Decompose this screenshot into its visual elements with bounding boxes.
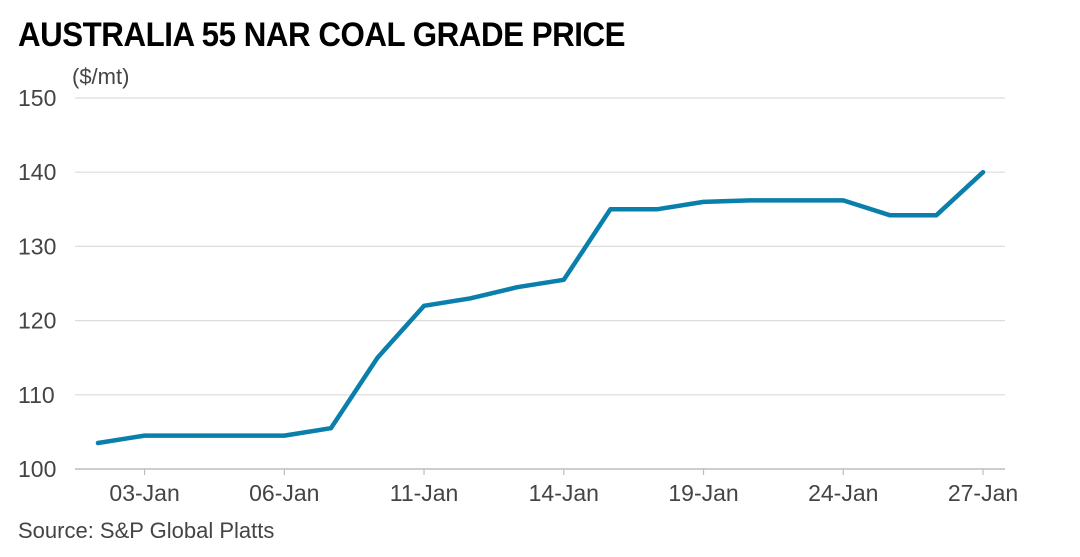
- y-axis-unit-label: ($/mt): [72, 64, 130, 89]
- x-axis-ticks: 03-Jan 06-Jan 11-Jan 14-Jan 19-Jan 24-Jan 27-J…: [109, 469, 1018, 506]
- data-point: [328, 426, 333, 431]
- y-tick-label: 120: [18, 308, 56, 334]
- x-tick-label: 24-Jan: [808, 480, 878, 506]
- chart-title: AUSTRALIA 55 NAR COAL GRADE PRICE: [18, 16, 625, 54]
- data-point: [608, 207, 613, 212]
- data-point: [934, 213, 939, 218]
- data-point: [841, 198, 846, 203]
- data-point: [422, 303, 427, 308]
- series-group: [95, 169, 986, 446]
- data-point: [375, 355, 380, 360]
- x-tick-label: 27-Jan: [948, 480, 1018, 506]
- data-point: [515, 285, 520, 290]
- y-tick-label: 130: [18, 233, 56, 259]
- x-tick-label: 19-Jan: [668, 480, 738, 506]
- y-axis-ticks: 150 140 130 120 110 100: [18, 85, 56, 482]
- y-tick-label: 140: [18, 159, 56, 185]
- data-point: [748, 198, 753, 203]
- data-point: [96, 441, 100, 446]
- gridlines: [75, 97, 1005, 470]
- data-point: [981, 170, 985, 175]
- data-point: [282, 433, 287, 438]
- x-tick-label: 03-Jan: [109, 480, 179, 506]
- y-tick-label: 110: [18, 382, 55, 408]
- data-point: [235, 433, 240, 438]
- data-point: [561, 277, 566, 282]
- source-note: Source: S&P Global Platts: [18, 518, 275, 543]
- data-point: [794, 198, 799, 203]
- x-tick-label: 14-Jan: [529, 480, 599, 506]
- data-point: [701, 199, 706, 204]
- data-point: [142, 433, 147, 438]
- x-tick-label: 11-Jan: [390, 480, 459, 506]
- data-point: [468, 296, 473, 301]
- y-tick-label: 150: [18, 85, 56, 111]
- x-tick-label: 06-Jan: [249, 480, 319, 506]
- data-point: [189, 433, 194, 438]
- data-point: [887, 213, 892, 218]
- y-tick-label: 100: [18, 456, 56, 482]
- series-line: [95, 169, 986, 446]
- data-point: [654, 207, 659, 212]
